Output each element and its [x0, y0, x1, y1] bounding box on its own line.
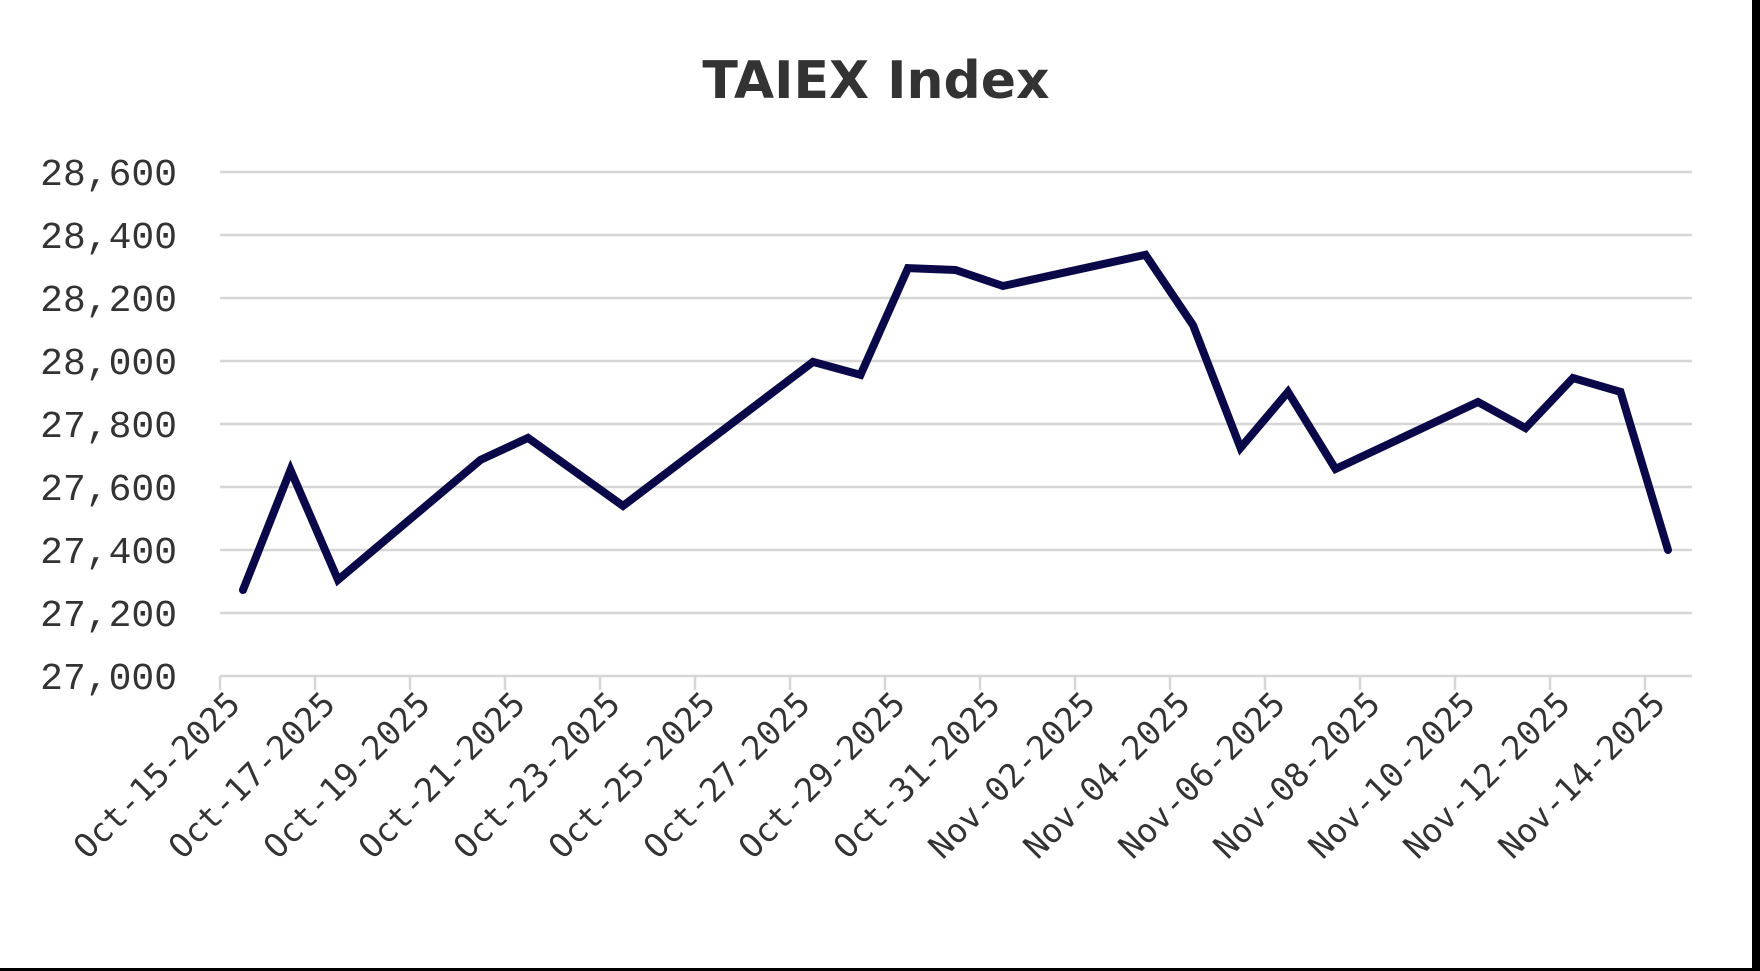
x-tick-label: Oct-15-2025 [66, 684, 248, 866]
x-tick-label: Oct-29-2025 [731, 684, 913, 866]
x-tick-label: Oct-21-2025 [351, 684, 533, 866]
x-tick-label: Oct-17-2025 [161, 684, 343, 866]
x-tick-label: Nov-14-2025 [1491, 684, 1673, 866]
series-taiex [239, 250, 1672, 594]
y-tick-label: 27,800 [40, 406, 177, 449]
y-tick-label: 27,600 [40, 469, 177, 512]
y-tick-label: 28,200 [40, 280, 177, 323]
x-tick-label: Oct-19-2025 [256, 684, 438, 866]
x-tick-label: Nov-02-2025 [921, 684, 1103, 866]
x-tick-label: Nov-04-2025 [1016, 684, 1198, 866]
y-tick-label: 27,200 [40, 595, 177, 638]
x-tick-label: Oct-31-2025 [826, 684, 1008, 866]
x-tick-label: Oct-23-2025 [446, 684, 628, 866]
y-axis: 27,000 27,200 27,400 27,600 27,800 28,000 28,2… [40, 154, 177, 701]
x-axis: Oct-15-2025Oct-17-2025Oct-19-2025Oct-21-… [66, 676, 1673, 866]
x-tick-label: Nov-08-2025 [1206, 684, 1388, 866]
y-tick-label: 28,600 [40, 154, 177, 197]
y-tick-label: 27,400 [40, 532, 177, 575]
x-tick-label: Oct-27-2025 [636, 684, 818, 866]
x-tick-label: Nov-12-2025 [1396, 684, 1578, 866]
gridlines [220, 170, 1692, 678]
series-line [239, 250, 1672, 594]
x-tick-label: Oct-25-2025 [541, 684, 723, 866]
y-tick-label: 28,400 [40, 217, 177, 260]
x-tick-label: Nov-06-2025 [1111, 684, 1293, 866]
x-tick-label: Nov-10-2025 [1301, 684, 1483, 866]
y-tick-label: 27,000 [40, 658, 177, 701]
y-tick-label: 28,000 [40, 343, 177, 386]
chart-title: TAIEX Index [702, 51, 1049, 111]
